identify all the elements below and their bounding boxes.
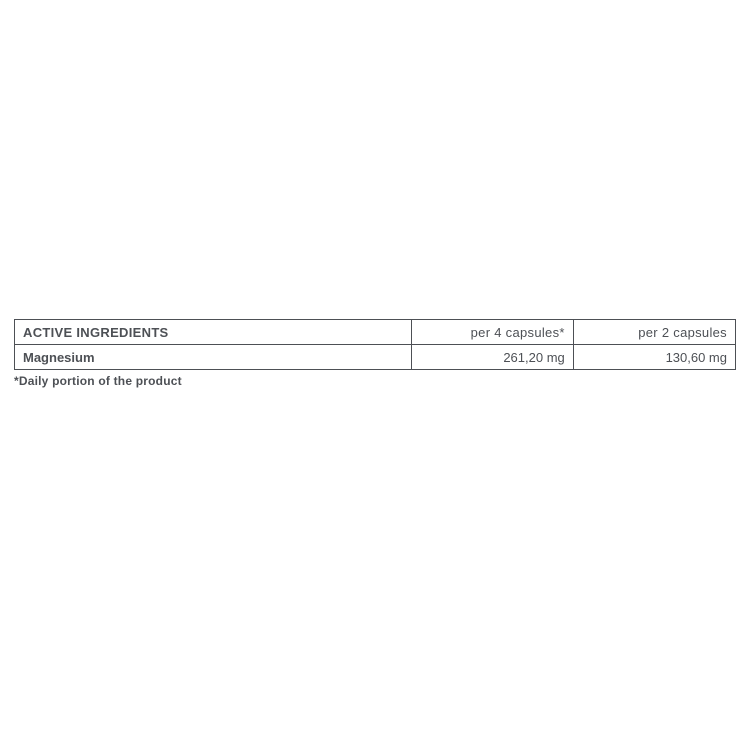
header-active-ingredients: ACTIVE INGREDIENTS	[15, 320, 412, 345]
cell-per-2-value: 130,60 mg	[573, 345, 735, 370]
footnote: *Daily portion of the product	[14, 374, 736, 388]
ingredients-table-wrap: ACTIVE INGREDIENTS per 4 capsules* per 2…	[14, 319, 736, 388]
header-per-4-capsules: per 4 capsules*	[411, 320, 573, 345]
table-row: Magnesium 261,20 mg 130,60 mg	[15, 345, 736, 370]
header-per-2-capsules: per 2 capsules	[573, 320, 735, 345]
ingredients-table: ACTIVE INGREDIENTS per 4 capsules* per 2…	[14, 319, 736, 370]
table-header-row: ACTIVE INGREDIENTS per 4 capsules* per 2…	[15, 320, 736, 345]
page: ACTIVE INGREDIENTS per 4 capsules* per 2…	[0, 0, 750, 750]
cell-ingredient-name: Magnesium	[15, 345, 412, 370]
cell-per-4-value: 261,20 mg	[411, 345, 573, 370]
